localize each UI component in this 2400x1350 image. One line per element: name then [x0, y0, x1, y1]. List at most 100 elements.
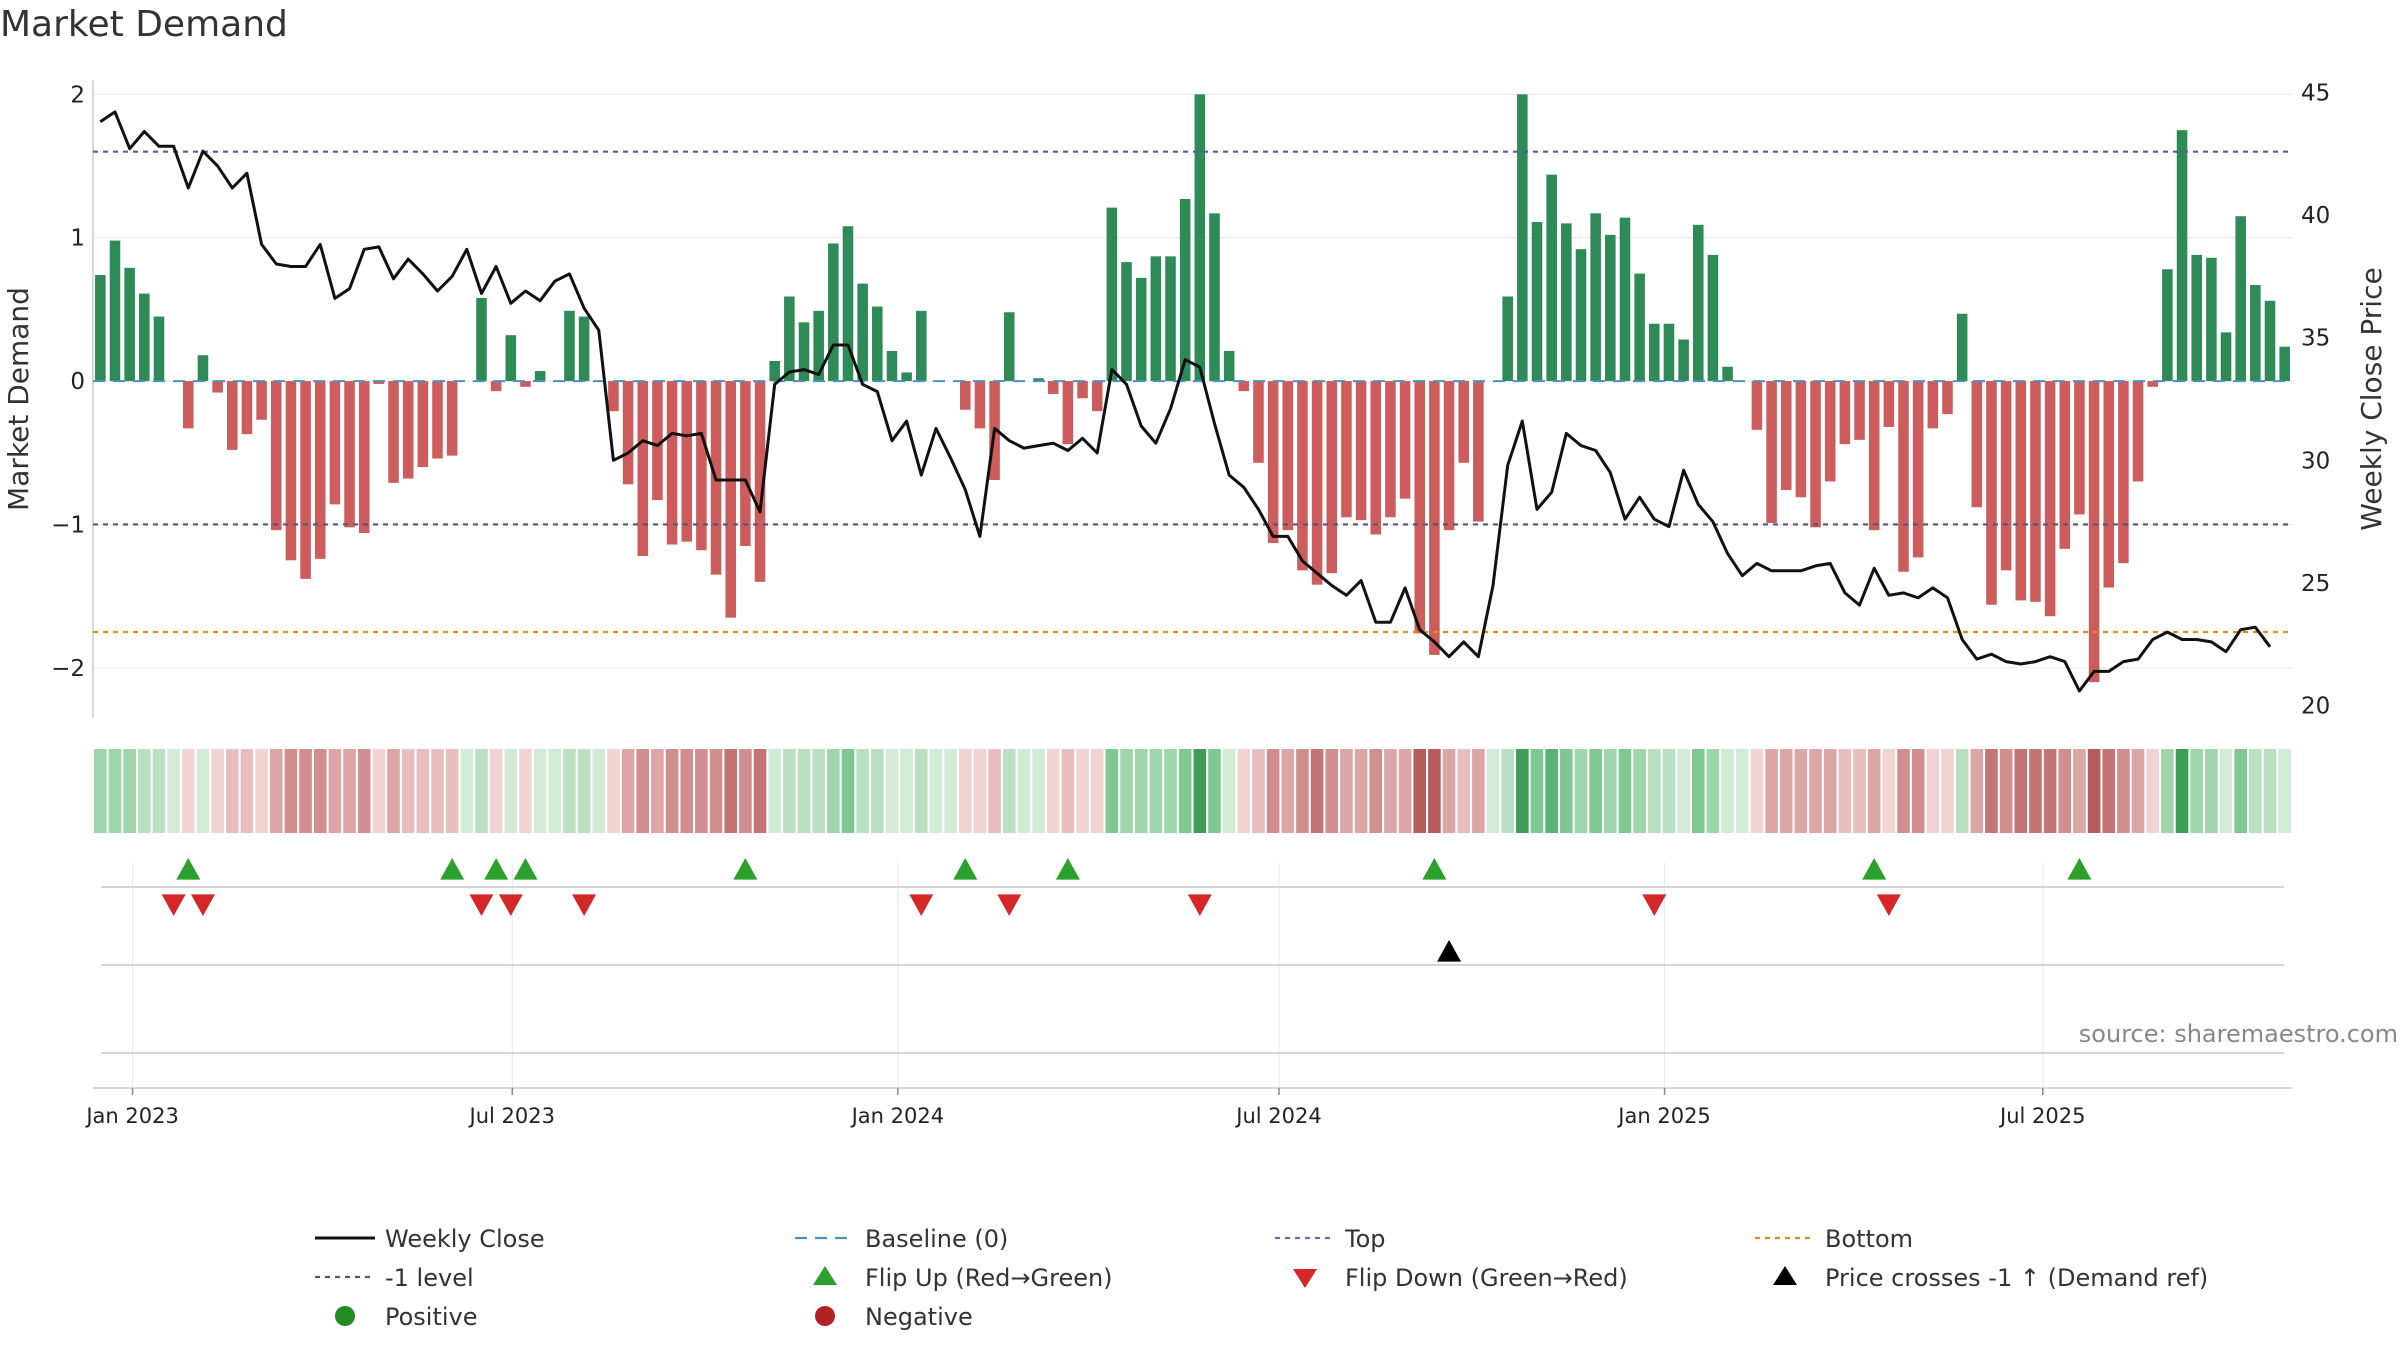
heat-strip-cell-143	[2190, 749, 2204, 833]
demand-bar-123	[1898, 381, 1909, 572]
demand-bar-127	[1956, 313, 1968, 382]
demand-bar-30	[534, 371, 546, 382]
heat-strip-cell-39	[665, 749, 679, 833]
demand-bar-24	[446, 381, 458, 456]
demand-bar-148	[2264, 300, 2276, 382]
demand-bar-67	[1077, 381, 1088, 399]
demand-bar-72	[1150, 256, 1162, 382]
heat-strip-cell-54	[885, 749, 899, 833]
legend-label-0: Weekly Close	[385, 1225, 545, 1253]
demand-bar-136	[2088, 381, 2100, 683]
demand-bar-56	[916, 310, 927, 382]
heat-strip-cell-93	[1457, 749, 1471, 833]
heat-strip-cell-139	[2131, 749, 2145, 833]
heat-strip-cell-94	[1472, 749, 1485, 833]
heat-strip-cell-48	[797, 749, 811, 833]
heat-strip-cell-19	[372, 749, 386, 833]
heat-strip-cell-8	[211, 749, 224, 833]
demand-bar-115	[1780, 381, 1792, 491]
demand-bar-101	[1575, 249, 1587, 382]
heat-strip-cell-75	[1193, 749, 1207, 833]
legend-item-baseline-0: Baseline (0)	[795, 1225, 1008, 1253]
demand-bar-102	[1590, 213, 1601, 382]
heat-strip-cell-26	[475, 749, 488, 833]
heat-strip-cell-140	[2146, 749, 2160, 833]
flip-down-marker-2	[469, 894, 494, 916]
heat-strip-cell-117	[1809, 749, 1822, 833]
demand-bar-38	[652, 381, 663, 501]
demand-bar-54	[886, 350, 898, 382]
demand-bar-131	[2015, 381, 2027, 601]
heat-strip-cell-82	[1296, 749, 1309, 833]
demand-bar-69	[1106, 207, 1118, 382]
demand-bar-111	[1722, 366, 1733, 382]
heat-strip-cell-70	[1120, 749, 1133, 833]
heat-strip-cell-29	[519, 749, 532, 833]
demand-bar-146	[2235, 216, 2246, 382]
y-left-tick-label-3: −1	[51, 512, 85, 538]
demand-bar-40	[681, 381, 693, 542]
legend-item-1-level: -1 level	[315, 1264, 474, 1292]
heat-strip-cell-67	[1076, 749, 1089, 833]
x-tick-label-5: Jul 2025	[1998, 1104, 2085, 1128]
heat-strip-cell-45	[753, 749, 767, 833]
demand-bar-99	[1546, 174, 1557, 382]
heat-strip-cell-130	[1999, 749, 2013, 833]
heat-strip-cell-57	[929, 749, 943, 833]
heat-strip-cell-114	[1765, 749, 1778, 833]
heat-strip-cell-22	[416, 749, 430, 833]
heat-strip-cell-123	[1897, 749, 1910, 833]
heat-strip-cell-15	[313, 749, 327, 833]
heat-strip-cell-105	[1633, 749, 1646, 833]
heat-strip-cell-16	[328, 749, 342, 833]
legend-label-8: Positive	[385, 1303, 478, 1331]
demand-bar-129	[1986, 381, 1997, 605]
demand-bar-105	[1634, 273, 1645, 382]
flip-down-marker-6	[997, 894, 1022, 916]
demand-bar-119	[1839, 381, 1851, 445]
demand-bar-14	[300, 381, 311, 579]
demand-bar-128	[1971, 381, 1983, 508]
heat-strip-cell-0	[94, 749, 107, 833]
heat-strip-cell-11	[255, 749, 268, 833]
demand-bar-18	[358, 381, 370, 534]
demand-bar-113	[1751, 381, 1763, 430]
flip-down-marker-8	[1642, 894, 1667, 916]
demand-bar-140	[2147, 381, 2159, 387]
demand-bar-52	[857, 283, 868, 382]
demand-bar-45	[754, 381, 766, 582]
heat-strip-cell-112	[1735, 749, 1749, 833]
heat-strip-cell-34	[592, 749, 606, 833]
demand-bar-64	[1033, 378, 1044, 382]
heat-strip-cell-47	[783, 749, 796, 833]
legend-label-2: Top	[1344, 1225, 1386, 1253]
heat-strip-cell-65	[1046, 749, 1060, 833]
demand-bar-96	[1502, 296, 1513, 382]
heat-strip-cell-138	[2117, 749, 2130, 833]
heat-strip-cell-131	[2014, 749, 2028, 833]
heat-strip-cell-17	[343, 749, 356, 833]
demand-bar-141	[2162, 269, 2173, 382]
heat-strip-cell-133	[2043, 749, 2057, 833]
demand-bar-9	[226, 381, 238, 450]
heat-strip-cell-35	[607, 749, 620, 833]
flip-up-marker-7	[1422, 858, 1447, 880]
flip-down-marker-0	[161, 894, 186, 916]
heat-strip-cell-135	[2073, 749, 2086, 833]
demand-bar-124	[1912, 381, 1924, 558]
demand-bar-106	[1649, 323, 1660, 382]
heat-strip-cell-68	[1090, 749, 1104, 833]
demand-bar-10	[241, 381, 253, 435]
demand-bar-59	[959, 381, 971, 410]
heat-strip-cell-43	[724, 749, 738, 833]
demand-bar-55	[901, 372, 912, 382]
legend-item-negative: Negative	[815, 1303, 973, 1331]
demand-bar-91	[1429, 381, 1440, 655]
heat-strip-cell-95	[1486, 749, 1500, 833]
heat-strip-cell-78	[1237, 749, 1251, 833]
heat-strip-cell-32	[563, 749, 576, 833]
heat-strip-cell-24	[445, 749, 459, 833]
legend-label-7: Price crosses -1 ↑ (Demand ref)	[1825, 1264, 2208, 1292]
demand-bar-98	[1531, 221, 1543, 382]
y-left-tick-label-1: 1	[70, 226, 85, 252]
